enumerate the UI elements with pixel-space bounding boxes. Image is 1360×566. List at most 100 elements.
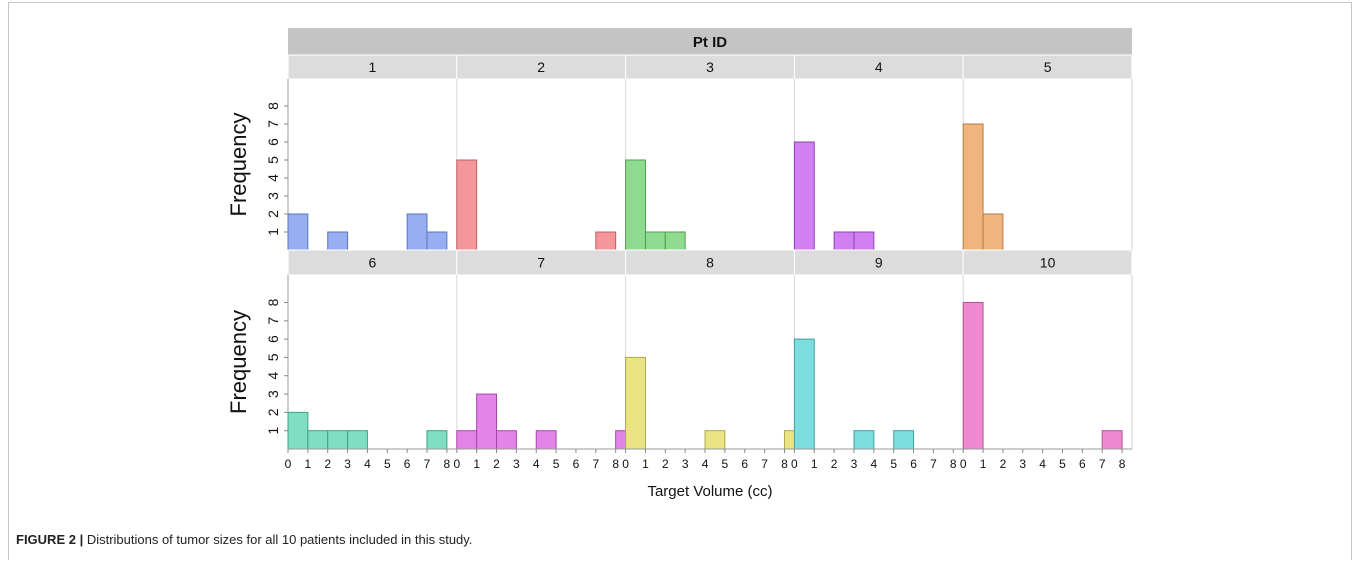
x-tick-label: 2 — [831, 457, 838, 471]
y-tick-label: 5 — [265, 353, 281, 361]
x-tick-label: 7 — [1099, 457, 1106, 471]
panel-header — [625, 249, 795, 276]
histogram-bar — [982, 213, 1004, 251]
x-tick-label: 8 — [781, 457, 788, 471]
histogram-bar — [793, 338, 815, 450]
panel-label: 1 — [369, 59, 377, 75]
histogram-bar — [853, 430, 875, 450]
histogram-bar — [625, 159, 646, 251]
histogram-bar — [456, 159, 478, 251]
figure-caption: FIGURE 2 | Distributions of tumor sizes … — [16, 532, 472, 547]
x-tick-label: 5 — [384, 457, 391, 471]
x-tick-label: 3 — [1019, 457, 1026, 471]
x-tick-label: 2 — [1000, 457, 1007, 471]
y-tick-label: 2 — [265, 210, 281, 218]
x-axis-label: Target Volume (cc) — [647, 483, 772, 500]
x-tick-label: 6 — [741, 457, 748, 471]
x-tick-label: 0 — [285, 457, 292, 471]
x-tick-label: 6 — [404, 457, 411, 471]
histogram-bar — [426, 231, 448, 251]
panel-header — [962, 249, 1133, 276]
x-tick-label: 7 — [761, 457, 768, 471]
y-tick-label: 7 — [265, 120, 281, 128]
x-tick-label: 8 — [612, 457, 619, 471]
x-tick-label: 8 — [950, 457, 957, 471]
x-tick-label: 3 — [344, 457, 351, 471]
y-tick-label: 4 — [265, 372, 281, 380]
x-tick-label: 5 — [722, 457, 729, 471]
panel-label: 4 — [875, 59, 883, 75]
y-tick-label: 3 — [265, 192, 281, 200]
histogram-bar — [496, 430, 517, 450]
x-tick-label: 1 — [473, 457, 480, 471]
x-tick-label: 2 — [493, 457, 500, 471]
x-tick-label: 7 — [592, 457, 599, 471]
x-tick-label: 6 — [573, 457, 580, 471]
x-tick-label: 8 — [444, 457, 451, 471]
y-axis-label: Frequency — [226, 310, 251, 414]
x-tick-label: 0 — [960, 457, 967, 471]
y-tick-label: 1 — [265, 228, 281, 236]
y-tick-label: 6 — [265, 138, 281, 146]
histogram-bar — [456, 430, 478, 450]
panel-label: 8 — [706, 255, 714, 271]
x-tick-label: 7 — [424, 457, 431, 471]
x-tick-label: 5 — [890, 457, 897, 471]
histogram-bar — [347, 430, 368, 450]
histogram-bar — [287, 411, 309, 450]
panel-label: 3 — [706, 59, 714, 75]
y-tick-label: 2 — [265, 408, 281, 416]
x-tick-label: 1 — [980, 457, 987, 471]
x-tick-label: 5 — [1059, 457, 1066, 471]
x-tick-label: 3 — [851, 457, 858, 471]
histogram-bar — [327, 430, 349, 450]
panel-label: 10 — [1040, 255, 1056, 271]
x-tick-label: 3 — [682, 457, 689, 471]
panel-header — [962, 54, 1133, 80]
x-tick-label: 0 — [453, 457, 460, 471]
x-tick-label: 2 — [324, 457, 331, 471]
panel-header — [287, 54, 458, 80]
panel-label: 9 — [875, 255, 883, 271]
facet-title: Pt ID — [693, 34, 727, 51]
x-tick-label: 1 — [305, 457, 312, 471]
x-tick-label: 4 — [702, 457, 709, 471]
histogram-bar — [664, 231, 686, 251]
y-axis-label: Frequency — [226, 113, 251, 217]
histogram-bar — [595, 231, 617, 251]
histogram-bar — [287, 213, 309, 251]
histogram-chart: Pt ID1 2 3 4 56 7 8 9 1012345678Frequency1234567… — [226, 28, 1133, 500]
caption-label: FIGURE 2 | — [16, 532, 84, 547]
histogram-bar — [962, 301, 984, 450]
panel-label: 5 — [1044, 59, 1052, 75]
histogram-bar — [833, 231, 855, 251]
y-tick-label: 7 — [265, 317, 281, 325]
y-tick-label: 8 — [265, 298, 281, 306]
x-tick-label: 4 — [1039, 457, 1046, 471]
x-tick-label: 0 — [622, 457, 629, 471]
x-tick-label: 2 — [662, 457, 669, 471]
histogram-bar — [476, 393, 498, 450]
histogram-bar — [625, 356, 646, 450]
histogram-bar — [327, 231, 349, 251]
panel-label: 6 — [369, 255, 377, 271]
y-tick-label: 6 — [265, 335, 281, 343]
panel-header — [456, 54, 627, 80]
histogram-bar — [426, 430, 448, 450]
facet-header-bar — [288, 28, 1132, 55]
y-tick-label: 1 — [265, 427, 281, 435]
caption-text: Distributions of tumor sizes for all 10 … — [83, 532, 473, 547]
x-tick-label: 7 — [930, 457, 937, 471]
histogram-bar — [644, 231, 666, 251]
x-tick-label: 6 — [1079, 457, 1086, 471]
x-tick-label: 0 — [791, 457, 798, 471]
histogram-bar — [535, 430, 557, 450]
histogram-bar — [962, 123, 984, 251]
x-tick-label: 5 — [553, 457, 560, 471]
panel-header — [456, 249, 627, 276]
x-tick-label: 1 — [642, 457, 649, 471]
histogram-bar — [853, 231, 875, 251]
panel-header — [793, 54, 964, 80]
panel-label: 2 — [537, 59, 545, 75]
figure-frame — [8, 2, 1352, 560]
